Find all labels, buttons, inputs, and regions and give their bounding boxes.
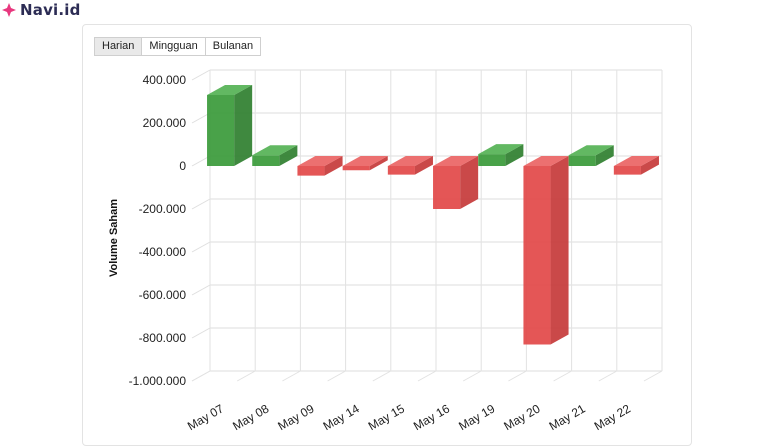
x-tick-label: May 20 — [501, 401, 542, 432]
period-tabs: Harian Mingguan Bulanan — [94, 37, 262, 56]
x-tick-label: May 19 — [456, 401, 497, 432]
bar-side — [460, 156, 479, 209]
gridline-v-floor — [598, 370, 618, 382]
y-tick-label: 0 — [179, 159, 186, 173]
bar-top — [207, 85, 253, 96]
bar-side — [324, 156, 343, 176]
x-tick-label: May 08 — [230, 401, 271, 432]
gridline-v-floor — [282, 370, 301, 382]
bar-front — [297, 166, 325, 176]
bar-top — [252, 145, 298, 156]
gridline-v-floor — [191, 370, 211, 382]
gridline-h-side — [191, 327, 211, 339]
y-tick-label: -200.000 — [139, 202, 187, 216]
bar-front — [207, 95, 235, 166]
y-axis-label: Volume Saham — [108, 199, 120, 277]
x-tick-label: May 22 — [592, 401, 633, 432]
bar-front — [478, 154, 506, 166]
y-tick-label: -800.000 — [139, 331, 187, 345]
gridline-v-floor — [462, 370, 482, 382]
gridline-h-side — [191, 198, 211, 210]
bar[interactable] — [342, 156, 388, 171]
sparkle-icon — [2, 3, 16, 17]
bar-side — [279, 145, 298, 166]
bar[interactable] — [523, 156, 569, 345]
bar-side — [595, 145, 614, 166]
gridline-v-floor — [417, 370, 437, 382]
brand-name: Navi.id — [20, 1, 81, 19]
y-tick-label: 200.000 — [143, 116, 187, 130]
bar[interactable] — [207, 85, 253, 166]
bar[interactable] — [613, 156, 659, 175]
gridline-v-floor — [327, 370, 346, 382]
bar-front — [342, 166, 370, 171]
bar-front — [523, 166, 551, 345]
bar-front — [613, 166, 641, 175]
gridline-v-floor — [508, 370, 527, 382]
x-tick-label: May 15 — [366, 401, 407, 432]
bar-top — [297, 156, 343, 166]
bar-side — [369, 156, 388, 171]
bar[interactable] — [252, 145, 298, 166]
bar-side — [550, 156, 569, 345]
bar-side — [414, 156, 433, 175]
bar-top — [613, 156, 659, 166]
x-tick-label: May 16 — [411, 401, 452, 432]
x-tick-label: May 21 — [547, 401, 588, 432]
gridline-h-side — [191, 155, 211, 167]
bar-side — [234, 85, 253, 166]
bar-side — [505, 144, 524, 166]
gridline-h-side — [191, 241, 211, 253]
bar-side — [640, 156, 659, 175]
gridline-h-side — [191, 69, 211, 81]
bar[interactable] — [433, 156, 479, 209]
y-tick-label: 400.000 — [143, 73, 187, 87]
x-tick-label: May 07 — [185, 401, 226, 432]
gridline-v-floor — [372, 370, 392, 382]
bar[interactable] — [387, 156, 433, 175]
gridline-v-floor — [553, 370, 572, 382]
gridline-v-floor — [236, 370, 256, 382]
bar-front — [387, 166, 415, 175]
tab-bulanan[interactable]: Bulanan — [204, 37, 262, 56]
y-tick-label: -600.000 — [139, 288, 187, 302]
bar-top — [342, 156, 388, 166]
gridline-h-side — [191, 284, 211, 296]
gridline-h-side — [191, 112, 211, 124]
y-tick-label: -1.000.000 — [129, 374, 187, 388]
bar-top — [387, 156, 433, 166]
bar-front — [568, 155, 596, 166]
chart-card: Harian Mingguan Bulanan — [82, 24, 692, 446]
x-tick-label: May 14 — [321, 401, 362, 432]
volume-chart: 400.000 200.000 0 -200.000 -400.000 -600.000 -… — [108, 69, 663, 432]
bar[interactable] — [568, 145, 614, 166]
bar-top — [523, 156, 569, 166]
bar-front — [252, 155, 280, 166]
bar-front — [433, 166, 461, 209]
brand-logo[interactable]: Navi.id — [2, 0, 81, 20]
y-tick-label: -400.000 — [139, 245, 187, 259]
tab-mingguan[interactable]: Mingguan — [141, 37, 206, 56]
bar-top — [568, 145, 614, 156]
gridline-v-floor — [643, 370, 663, 382]
bar-top — [478, 144, 524, 155]
x-tick-label: May 09 — [275, 401, 316, 432]
tab-harian[interactable]: Harian — [94, 37, 143, 56]
bar[interactable] — [478, 144, 524, 166]
bar[interactable] — [297, 156, 343, 176]
bar-top — [433, 156, 479, 166]
